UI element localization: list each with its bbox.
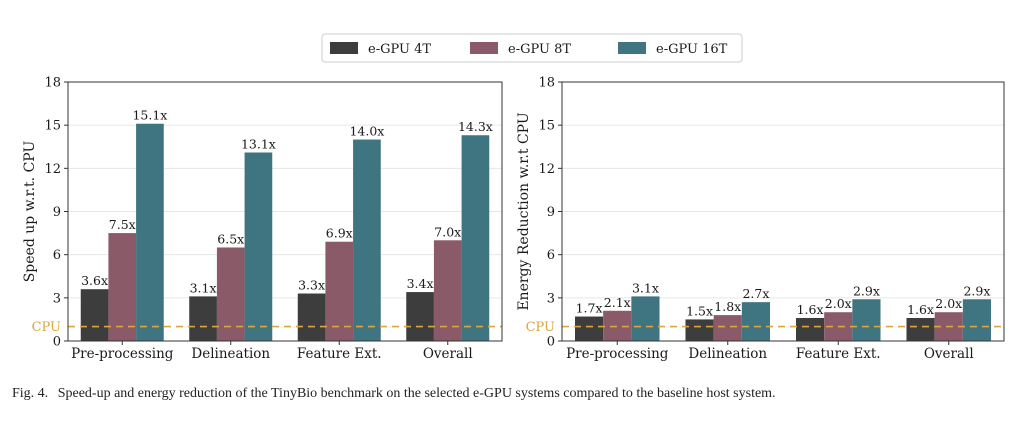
x-tick-label: Feature Ext. — [796, 346, 881, 362]
bar — [80, 289, 109, 341]
y-tick-label: 6 — [547, 248, 555, 263]
bar-value-label: 3.1x — [632, 280, 659, 295]
bar — [297, 293, 326, 341]
legend: e-GPU 4T e-GPU 8T e-GPU 16T — [321, 33, 743, 63]
x-tick-label: Pre-processing — [566, 346, 669, 362]
bar-value-label: 7.5x — [109, 217, 136, 232]
bar — [741, 302, 771, 341]
plot-frame — [67, 81, 503, 342]
bar-value-label: 1.8x — [714, 299, 741, 314]
bar — [244, 152, 273, 341]
x-tick-label: Overall — [423, 346, 473, 362]
legend-swatch — [330, 42, 358, 54]
bar-value-label: 1.6x — [907, 302, 934, 317]
bar-value-label: 14.3x — [458, 119, 493, 134]
caption-number: Fig. 4. — [12, 386, 49, 401]
cpu-baseline-label: CPU — [32, 320, 61, 335]
y-tick-label: 12 — [44, 162, 61, 177]
y-tick-label: 6 — [53, 248, 61, 263]
bar — [962, 299, 992, 341]
y-tick-label: 0 — [53, 335, 61, 350]
bar-value-label: 2.9x — [963, 283, 990, 298]
bar-value-label: 3.1x — [190, 280, 217, 295]
bar — [406, 292, 434, 341]
bar-value-label: 2.0x — [935, 296, 962, 311]
x-tick-label: Feature Ext. — [297, 346, 382, 362]
bar-value-label: 6.5x — [217, 231, 244, 246]
bar-value-label: 1.7x — [576, 301, 603, 316]
x-tick-label: Delineation — [191, 346, 270, 362]
bar — [108, 233, 137, 341]
bar — [189, 296, 217, 341]
bar — [325, 241, 354, 341]
bar — [433, 240, 462, 341]
cpu-baseline-label: CPU — [526, 320, 555, 335]
y-tick-label: 3 — [547, 291, 555, 306]
bar-value-label: 3.3x — [298, 278, 325, 293]
y-tick-label: 12 — [538, 162, 555, 177]
y-tick-label: 0 — [547, 335, 555, 350]
y-tick-label: 9 — [53, 205, 61, 220]
y-tick-label: 3 — [53, 291, 61, 306]
bar — [713, 315, 742, 341]
x-tick-label: Pre-processing — [71, 346, 174, 362]
bar-value-label: 13.1x — [241, 137, 276, 152]
bar-value-label: 2.9x — [853, 283, 880, 298]
y-tick-label: 18 — [44, 76, 61, 91]
figure-caption: Fig. 4. Speed-up and energy reduction of… — [12, 386, 1012, 402]
bar-value-label: 3.4x — [407, 276, 434, 291]
legend-label: e-GPU 8T — [508, 42, 571, 57]
bar — [353, 139, 381, 341]
bar-value-label: 2.1x — [604, 295, 631, 310]
bar — [216, 247, 245, 341]
x-tick-label: Overall — [924, 346, 974, 362]
y-tick-label: 18 — [538, 76, 555, 91]
legend-label: e-GPU 16T — [656, 42, 728, 57]
bar — [685, 319, 714, 341]
bar — [906, 317, 935, 341]
caption-text: Speed-up and energy reduction of the Tin… — [57, 386, 776, 401]
y-tick-label: 9 — [547, 205, 555, 220]
bar — [795, 317, 825, 341]
bar — [574, 316, 604, 341]
bar-value-label: 7.0x — [434, 224, 461, 239]
legend-label: e-GPU 4T — [368, 42, 431, 57]
legend-box — [321, 33, 743, 63]
legend-swatch — [470, 42, 498, 54]
bar-value-label: 14.0x — [349, 124, 384, 139]
bar-value-label: 1.6x — [797, 302, 824, 317]
bar-value-label: 15.1x — [132, 108, 167, 123]
y-axis-label: Speed up w.r.t. CPU — [22, 141, 38, 283]
bar-value-label: 3.6x — [81, 273, 108, 288]
plot-frame — [561, 81, 1005, 342]
y-tick-label: 15 — [538, 119, 555, 134]
bar — [631, 296, 660, 341]
x-tick-label: Delineation — [688, 346, 767, 362]
bar-value-label: 2.7x — [742, 286, 769, 301]
speedup-chart: 0 3 6 9 12 15 18 3.6x 3.1x 3.3x 3.4x 7.5x 6.5x 6.9x 7.… — [22, 76, 503, 362]
bar-value-label: 1.5x — [686, 303, 713, 318]
bar — [136, 123, 164, 341]
y-tick-label: 15 — [44, 119, 61, 134]
bar — [461, 135, 490, 341]
bar — [852, 299, 881, 341]
y-axis-label: Energy Reduction w.r.t CPU — [516, 112, 532, 311]
bar-value-label: 6.9x — [326, 226, 353, 241]
bar-value-label: 2.0x — [825, 296, 852, 311]
legend-swatch — [618, 42, 646, 54]
